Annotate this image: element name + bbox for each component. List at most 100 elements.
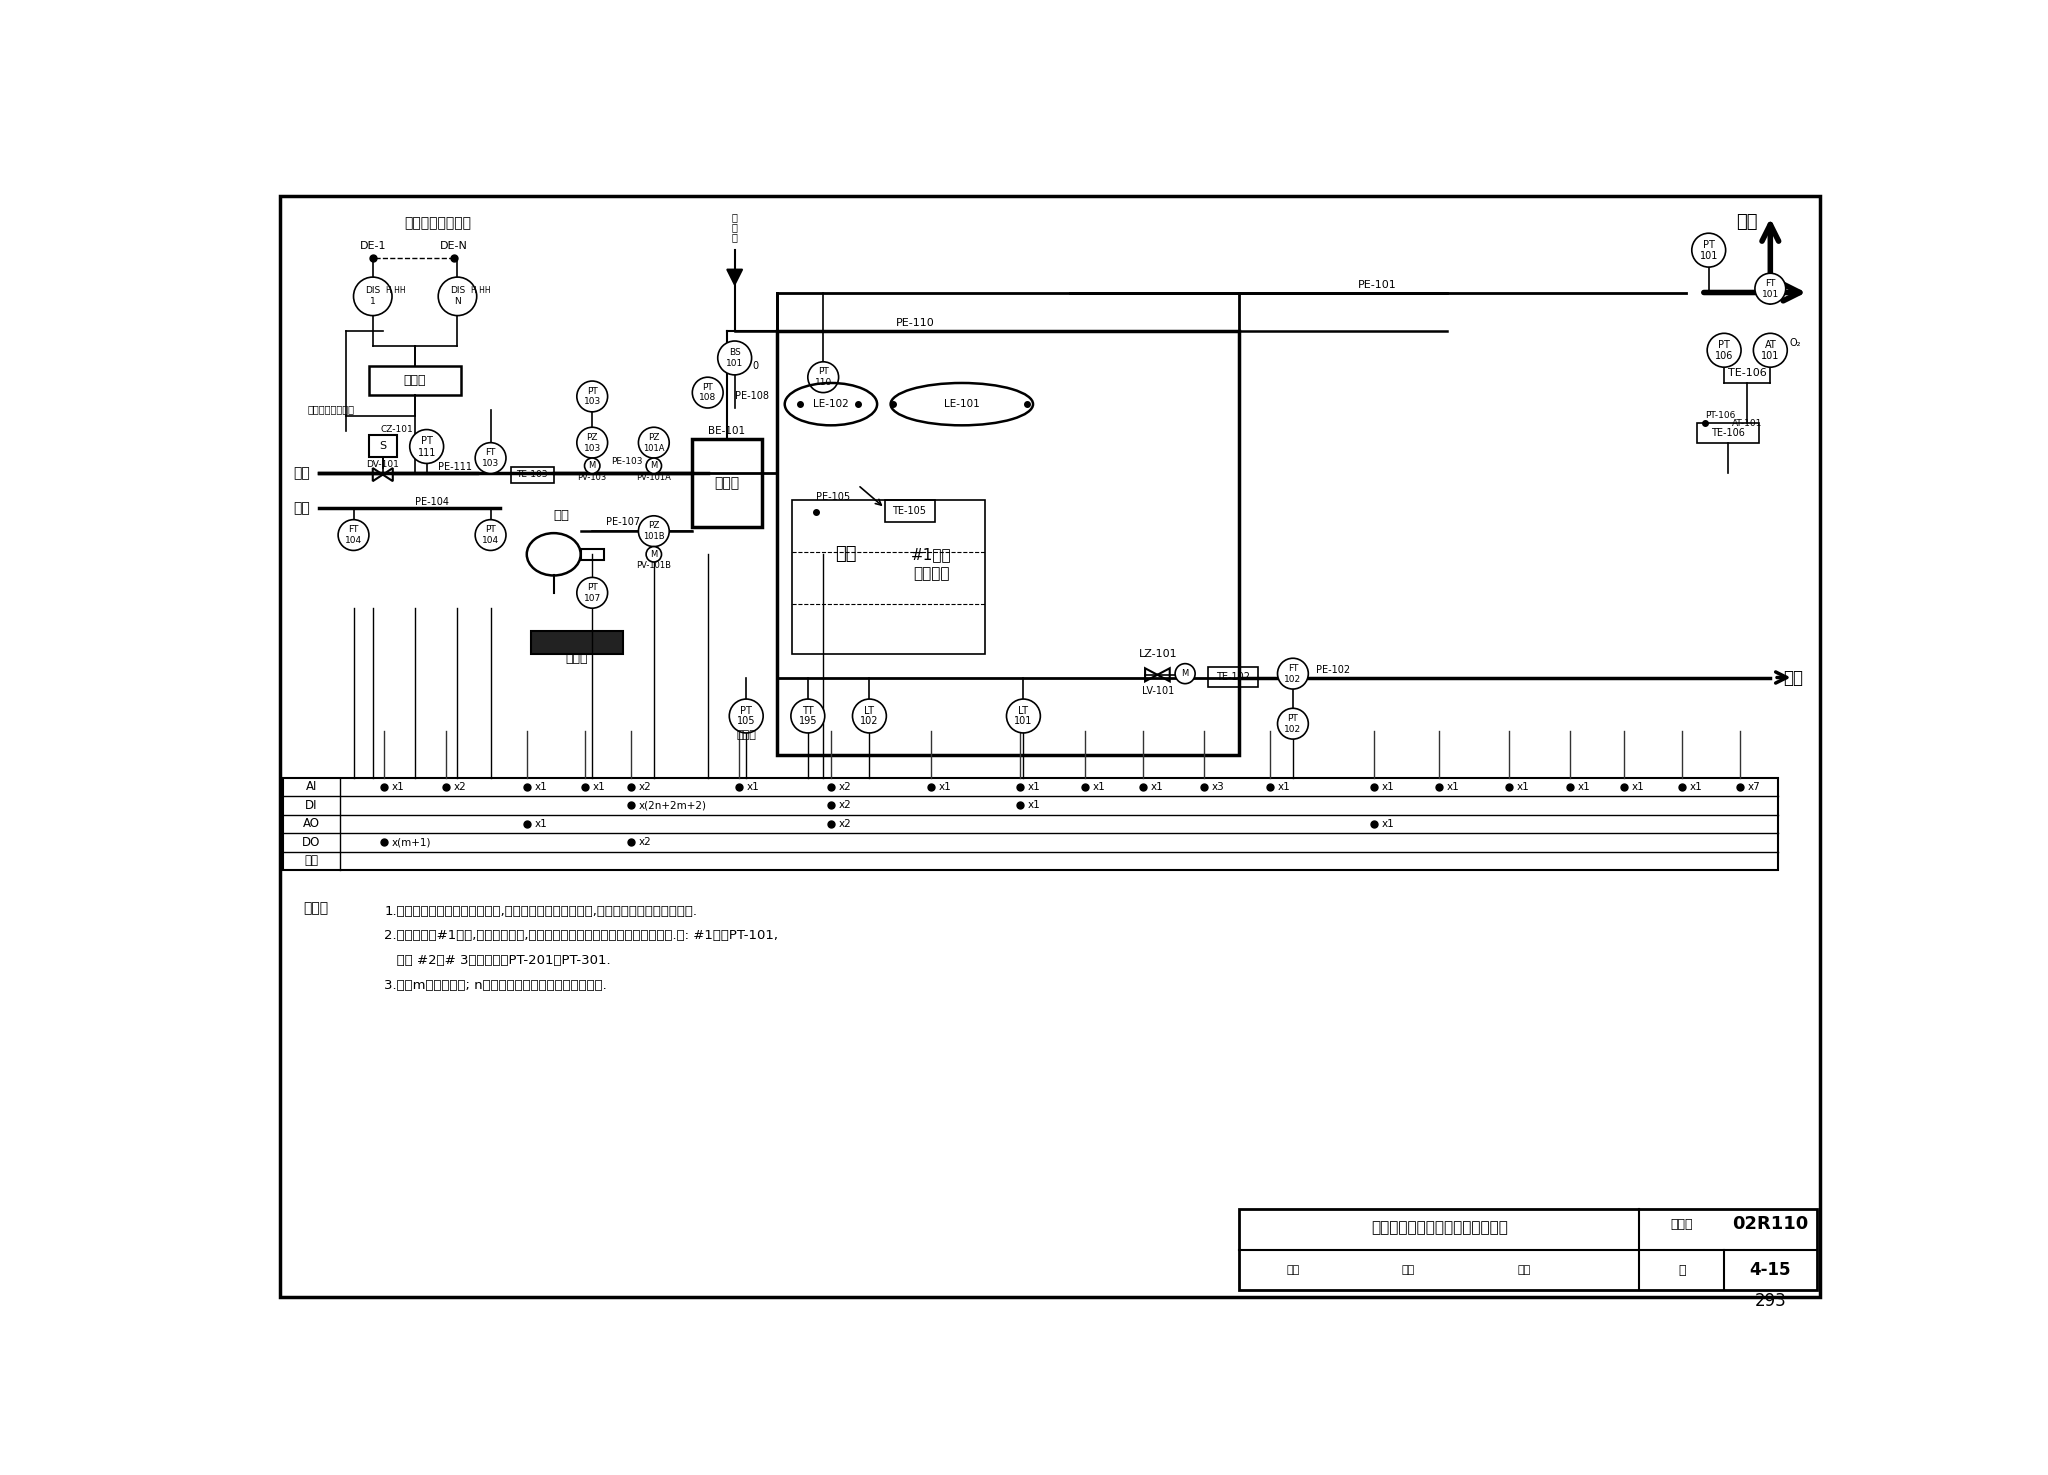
Text: BS: BS xyxy=(729,348,741,357)
Text: x1: x1 xyxy=(1690,782,1702,792)
Text: PV-103: PV-103 xyxy=(578,473,606,482)
Text: 111: 111 xyxy=(418,447,436,457)
Circle shape xyxy=(578,381,608,412)
Text: 104: 104 xyxy=(481,535,500,544)
Text: 101A: 101A xyxy=(643,444,664,453)
Circle shape xyxy=(639,516,670,547)
Bar xyxy=(793,500,985,655)
Text: AT: AT xyxy=(1765,339,1776,350)
Text: H HH: H HH xyxy=(471,286,489,295)
Circle shape xyxy=(578,428,608,459)
Circle shape xyxy=(645,547,662,562)
Text: x2: x2 xyxy=(639,782,651,792)
Text: DIS: DIS xyxy=(451,286,465,295)
Circle shape xyxy=(1006,699,1040,733)
Text: PZ: PZ xyxy=(647,521,659,531)
Text: PT: PT xyxy=(420,437,432,445)
Circle shape xyxy=(1278,708,1309,739)
Text: FT: FT xyxy=(485,448,496,457)
Text: DIS: DIS xyxy=(365,286,381,295)
Text: 环境可燃蒸汽浓度: 环境可燃蒸汽浓度 xyxy=(406,217,471,230)
Text: 多台燃油蒸汽锅炉微机监控系统图: 多台燃油蒸汽锅炉微机监控系统图 xyxy=(1370,1220,1507,1236)
Text: 103: 103 xyxy=(584,397,600,406)
Text: BE-101: BE-101 xyxy=(709,426,745,437)
Text: 101: 101 xyxy=(1014,717,1032,726)
Circle shape xyxy=(807,361,838,392)
Text: 页: 页 xyxy=(1677,1264,1686,1277)
Circle shape xyxy=(410,429,444,463)
Text: x1: x1 xyxy=(938,782,952,792)
Text: 107: 107 xyxy=(584,594,600,603)
Text: DE-N: DE-N xyxy=(440,242,467,251)
Text: 设计: 设计 xyxy=(1518,1266,1530,1276)
Text: 02R110: 02R110 xyxy=(1733,1215,1808,1233)
Text: 102: 102 xyxy=(1284,674,1300,683)
Text: PE-103: PE-103 xyxy=(610,457,643,466)
Text: 燃油: 燃油 xyxy=(293,466,309,481)
Bar xyxy=(582,549,604,560)
Text: S: S xyxy=(379,441,387,451)
Text: DO: DO xyxy=(301,836,319,848)
Text: PT: PT xyxy=(817,367,829,376)
Text: x2: x2 xyxy=(639,838,651,847)
Text: 对于 #2、# 3锅炉分别为PT-201、PT-301.: 对于 #2、# 3锅炉分别为PT-201、PT-301. xyxy=(385,954,610,968)
Text: 1.图中所示热工测量及控制仪表,有的随锅炉、燃烧器带来,并与锅炉容量及生产厂有关.: 1.图中所示热工测量及控制仪表,有的随锅炉、燃烧器带来,并与锅炉容量及生产厂有关… xyxy=(385,904,696,917)
Text: 103: 103 xyxy=(481,459,500,468)
Text: PE-108: PE-108 xyxy=(735,391,768,401)
Text: H HH: H HH xyxy=(387,286,406,295)
Text: PE-111: PE-111 xyxy=(438,462,473,472)
Text: 按需要: 按需要 xyxy=(737,730,756,740)
Text: 蒸汽锅炉: 蒸汽锅炉 xyxy=(913,566,950,581)
Text: CZ-101: CZ-101 xyxy=(381,425,414,434)
Circle shape xyxy=(1755,273,1786,304)
Text: TE-106: TE-106 xyxy=(1729,369,1767,379)
Text: PT: PT xyxy=(1718,339,1731,350)
Text: x1: x1 xyxy=(1577,782,1591,792)
Text: x1: x1 xyxy=(745,782,760,792)
Text: x1: x1 xyxy=(1094,782,1106,792)
Text: PE-107: PE-107 xyxy=(606,516,641,527)
Text: x1: x1 xyxy=(1382,782,1395,792)
Text: 电源: 电源 xyxy=(305,854,317,867)
Text: PV-101B: PV-101B xyxy=(637,562,672,571)
Text: 校对: 校对 xyxy=(1401,1266,1415,1276)
Text: 回油: 回油 xyxy=(293,502,309,515)
Text: x1: x1 xyxy=(535,819,547,829)
Text: #1燃油: #1燃油 xyxy=(911,547,952,562)
Circle shape xyxy=(578,577,608,608)
Text: PT: PT xyxy=(1288,714,1298,723)
Text: FT: FT xyxy=(348,525,358,534)
Text: 105: 105 xyxy=(737,717,756,726)
Text: PE-105: PE-105 xyxy=(815,491,850,502)
Text: x1: x1 xyxy=(1278,782,1290,792)
Circle shape xyxy=(639,428,670,459)
Text: TE-105: TE-105 xyxy=(893,506,926,516)
Circle shape xyxy=(475,519,506,550)
Text: x3: x3 xyxy=(1212,782,1225,792)
Text: 195: 195 xyxy=(799,717,817,726)
Text: 炉膛: 炉膛 xyxy=(836,546,856,563)
Text: DE-1: DE-1 xyxy=(360,242,385,251)
Text: 101: 101 xyxy=(1761,289,1780,298)
Text: O₂: O₂ xyxy=(1790,338,1800,348)
Text: 101: 101 xyxy=(1761,351,1780,361)
Circle shape xyxy=(438,277,477,316)
Text: PT: PT xyxy=(485,525,496,534)
Text: PE-110: PE-110 xyxy=(897,319,936,329)
Text: 110: 110 xyxy=(815,378,831,386)
Text: x1: x1 xyxy=(535,782,547,792)
Text: 102: 102 xyxy=(1284,724,1300,733)
Text: 101: 101 xyxy=(1700,251,1718,261)
Bar xyxy=(776,330,1239,755)
Text: x1: x1 xyxy=(592,782,604,792)
Text: LE-101: LE-101 xyxy=(944,400,979,409)
Text: 说明：: 说明： xyxy=(303,901,328,914)
Circle shape xyxy=(338,519,369,550)
Text: LT: LT xyxy=(1018,705,1028,715)
Text: DV-101: DV-101 xyxy=(367,460,399,469)
Text: 2.图中仅示出#1锅炉,对于其它锅炉,仅需将图位号首位数字改为相应炉号即可.例: #1锅炉PT-101,: 2.图中仅示出#1锅炉,对于其它锅炉,仅需将图位号首位数字改为相应炉号即可.例:… xyxy=(385,929,778,943)
Text: PT: PT xyxy=(739,705,752,715)
Text: x2: x2 xyxy=(838,782,852,792)
Text: N: N xyxy=(455,298,461,307)
Text: 106: 106 xyxy=(1714,351,1733,361)
